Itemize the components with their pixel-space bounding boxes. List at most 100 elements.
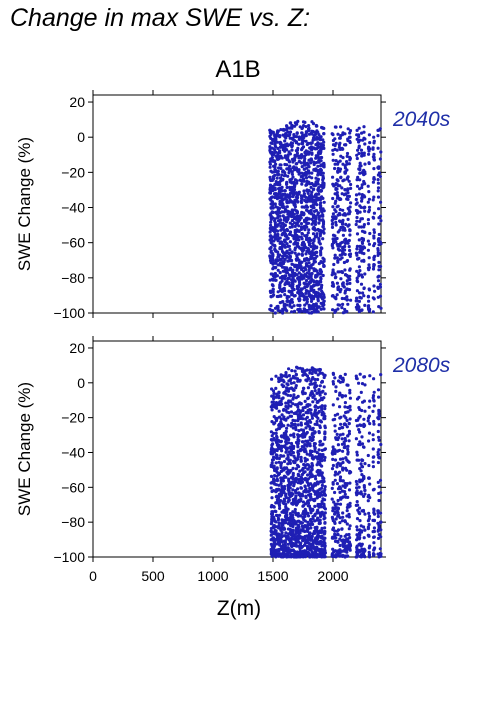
scatter-point [367,414,371,418]
scatter-point [316,142,321,146]
scatter-point [278,163,282,167]
scatter-point [357,167,361,171]
scatter-point [275,470,279,474]
scatter-point [355,553,359,557]
scatter-point [310,543,314,547]
scatter-point [307,217,311,221]
scatter-point [359,423,363,427]
scatter-point [287,134,291,138]
scatter-point [335,509,339,513]
scatter-point [310,176,314,180]
scatter-point [305,368,309,372]
scatter-point [323,455,327,460]
scatter-point [288,554,292,558]
scatter-point [273,160,277,164]
scatter-point [293,224,297,228]
scatter-point [320,407,324,411]
scatter-point [318,269,322,273]
scatter-point [277,423,281,427]
scatter-point [334,125,338,129]
scatter-point [313,474,317,478]
scatter-point [307,275,311,279]
scatter-point [322,412,326,416]
scatter-point [319,251,323,255]
scatter-point [333,448,337,452]
scatter-point [355,201,359,205]
scatter-point [279,488,283,492]
scatter-point [348,131,352,135]
scatter-point [340,186,344,190]
scatter-point [314,273,318,278]
scatter-point [313,253,317,257]
scatter-point [272,397,276,401]
scatter-point [346,217,350,221]
scatter-point [286,416,290,420]
scatter-point [274,416,278,421]
scatter-point [300,554,304,558]
scatter-point [321,207,325,211]
scatter-point [307,189,311,193]
scatter-point [276,516,280,520]
scatter-point [354,503,358,507]
scatter-point [363,512,367,516]
scatter-point [343,520,347,524]
scatter-point [300,171,304,175]
scatter-point [295,122,299,126]
scatter-point [298,303,302,307]
scatter-point [300,521,304,525]
scatter-point [269,533,273,537]
scatter-point [336,443,340,447]
scatter-point [306,150,310,154]
scatter-point [306,247,310,251]
scatter-point [319,276,323,280]
scatter-point [320,486,324,490]
scatter-point [345,154,349,158]
scatter-point [359,296,363,300]
scatter-point [287,488,291,493]
scatter-point [342,260,346,265]
scatter-point [331,380,335,384]
scatter-point [349,201,353,205]
scatter-point [348,140,352,145]
scatter-point [290,200,294,204]
scatter-point [314,250,318,254]
scatter-point [333,256,337,260]
scatter-point [333,490,337,495]
scatter-point [314,235,318,239]
scatter-point [357,151,361,156]
scatter-point [317,409,321,414]
scatter-point [280,249,285,254]
scatter-point [348,471,352,475]
scatter-point [372,264,376,269]
scatter-point [273,165,277,169]
scatter-point [379,242,383,246]
scatter-point [339,415,343,419]
scatter-point [307,261,311,265]
scatter-point [335,187,339,191]
scatter-point [304,267,308,272]
scatter-point [311,297,316,301]
scatter-point [318,198,323,202]
scatter-point [371,409,375,413]
scatter-point [279,166,283,171]
scatter-point [344,416,348,420]
scatter-point [376,388,381,392]
scatter-point [286,423,290,427]
scatter-point [301,120,306,124]
scatter-point [316,182,320,186]
scatter-point [285,195,289,199]
scatter-point [270,141,274,145]
scatter-point [367,205,372,209]
scatter-point [303,447,307,451]
scatter-point [320,380,324,384]
scatter-point [345,282,349,286]
scatter-point [279,461,284,465]
scatter-point [290,300,295,304]
scatter-point [367,463,371,468]
scatter-point [270,277,275,281]
scatter-point [290,172,294,176]
scatter-point [355,215,359,220]
scatter-point [289,433,293,437]
scatter-point [303,466,307,470]
scatter-point [358,210,362,214]
